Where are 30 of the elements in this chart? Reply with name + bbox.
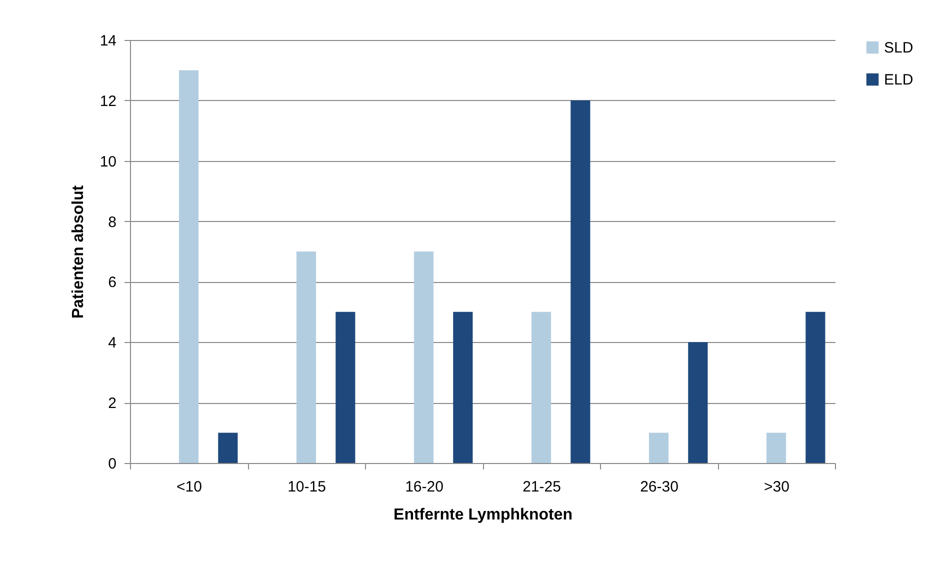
y-tick-label: 2 [108,395,116,412]
x-axis-title: Entfernte Lymphknoten [394,506,572,524]
bar [178,70,199,463]
y-tick-label: 12 [100,92,116,110]
y-tick-label: 0 [108,456,116,472]
bar [570,100,590,463]
y-tick-label: 10 [100,153,116,170]
bar [648,432,669,463]
bar [218,432,238,463]
bar [453,312,473,463]
x-tick-label: 16-20 [405,478,444,496]
x-tick-label: 10-15 [288,478,326,496]
y-tick-label: 4 [108,334,116,352]
bar [766,432,786,463]
y-tick-label: 6 [108,274,116,292]
legend-label: ELD [884,72,914,88]
y-tick-label: 14 [100,32,116,50]
bar [531,312,552,463]
x-tick-label: 21-25 [522,478,561,496]
x-tick-label: 26-30 [640,478,678,496]
y-tick-label: 8 [108,214,116,231]
bar [296,252,316,463]
legend-label: SLD [884,40,914,56]
bar [806,312,826,463]
y-axis-title: Patienten absolut [70,184,87,319]
bar [336,312,356,463]
x-tick-label: >30 [764,478,790,496]
bar [688,342,708,463]
x-tick-label: <10 [176,478,202,496]
bar [414,252,434,463]
